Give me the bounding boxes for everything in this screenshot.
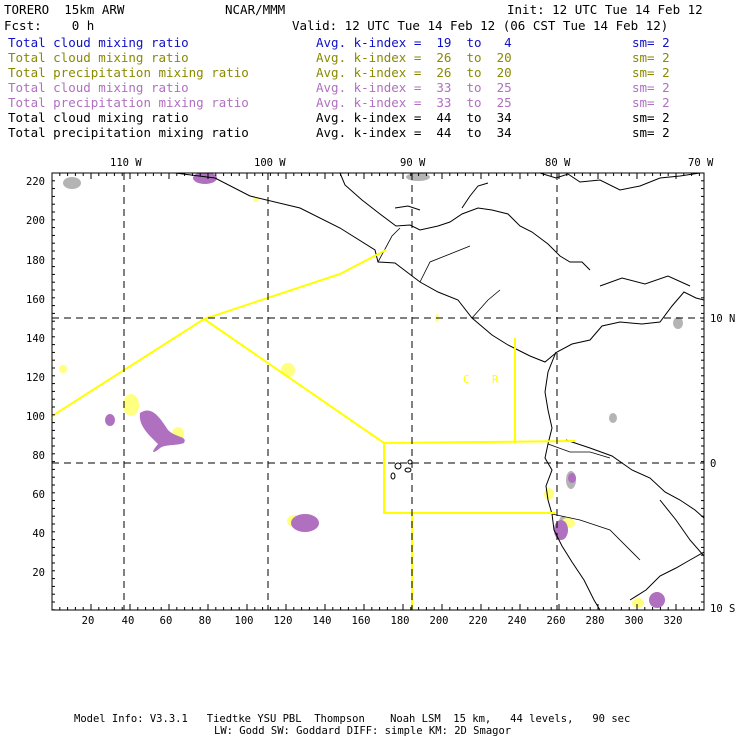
init-time: Init: 12 UTC Tue 14 Feb 12 bbox=[507, 2, 703, 17]
x-tick-label: 180 bbox=[391, 615, 410, 627]
field-kindex: Avg. k-index = 26 to 20 bbox=[316, 50, 512, 65]
x-tick-label: 320 bbox=[664, 615, 683, 627]
field-smoothing: sm= 2 bbox=[632, 125, 670, 140]
x-tick-label: 20 bbox=[82, 615, 95, 627]
y-tick-label: 120 bbox=[26, 372, 45, 384]
field-name: Total precipitation mixing ratio bbox=[8, 125, 249, 140]
field-smoothing: sm= 2 bbox=[632, 50, 670, 65]
field-name: Total cloud mixing ratio bbox=[8, 50, 189, 65]
map-label-r: R bbox=[492, 374, 499, 386]
lat-label: 10 N bbox=[710, 313, 735, 325]
x-tick-label: 140 bbox=[313, 615, 332, 627]
lon-label: 100 W bbox=[254, 157, 286, 169]
x-tick-label: 60 bbox=[160, 615, 173, 627]
y-tick-label: 60 bbox=[32, 489, 45, 501]
field-name: Total cloud mixing ratio bbox=[8, 80, 189, 95]
lat-label: 10 S bbox=[710, 603, 735, 615]
x-tick-label: 100 bbox=[235, 615, 254, 627]
field-smoothing: sm= 2 bbox=[632, 95, 670, 110]
org-label: NCAR/MMM bbox=[225, 2, 286, 17]
cloud-yellow bbox=[59, 198, 644, 608]
y-tick-label: 180 bbox=[26, 255, 45, 267]
x-tick-label: 160 bbox=[352, 615, 371, 627]
field-name: Total precipitation mixing ratio bbox=[8, 65, 249, 80]
y-tick-label: 200 bbox=[26, 215, 45, 227]
lon-label: 90 W bbox=[400, 157, 426, 169]
lat-label: 0 bbox=[710, 458, 716, 470]
field-kindex: Avg. k-index = 19 to 4 bbox=[316, 35, 512, 50]
y-tick-label: 100 bbox=[26, 411, 45, 423]
x-tick-label: 260 bbox=[547, 615, 566, 627]
plot-frame bbox=[51, 172, 705, 611]
country-borders bbox=[377, 227, 641, 561]
x-tick-label: 300 bbox=[625, 615, 644, 627]
forecast-hour: Fcst: 0 h bbox=[4, 18, 95, 33]
y-tick-label: 140 bbox=[26, 333, 45, 345]
y-tick-label: 80 bbox=[32, 450, 45, 462]
field-kindex: Avg. k-index = 44 to 34 bbox=[316, 125, 512, 140]
lon-label: 110 W bbox=[110, 157, 142, 169]
field-name: Total cloud mixing ratio bbox=[8, 110, 189, 125]
footer-physics-info: LW: Godd SW: Goddard DIFF: simple KM: 2D… bbox=[214, 725, 512, 737]
x-tick-label: 40 bbox=[122, 615, 135, 627]
cloud-purple bbox=[105, 173, 665, 608]
x-tick-label: 120 bbox=[274, 615, 293, 627]
field-kindex: Avg. k-index = 26 to 20 bbox=[316, 65, 512, 80]
field-smoothing: sm= 2 bbox=[632, 35, 670, 50]
map-label-c: C bbox=[463, 374, 469, 386]
x-tick-label: 280 bbox=[586, 615, 605, 627]
domain-boundaries bbox=[52, 249, 576, 610]
x-tick-label: 220 bbox=[469, 615, 488, 627]
model-title: TORERO 15km ARW bbox=[4, 2, 125, 17]
coastline bbox=[174, 173, 704, 610]
field-smoothing: sm= 2 bbox=[632, 110, 670, 125]
field-name: Total precipitation mixing ratio bbox=[8, 95, 249, 110]
field-smoothing: sm= 2 bbox=[632, 65, 670, 80]
field-smoothing: sm= 2 bbox=[632, 80, 670, 95]
footer-model-info: Model Info: V3.3.1 Tiedtke YSU PBL Thomp… bbox=[74, 713, 631, 725]
valid-time: Valid: 12 UTC Tue 14 Feb 12 (06 CST Tue … bbox=[292, 18, 669, 33]
x-tick-label: 80 bbox=[199, 615, 212, 627]
y-tick-label: 220 bbox=[26, 176, 45, 188]
latlon-grid bbox=[52, 173, 704, 610]
y-tick-label: 20 bbox=[32, 567, 45, 579]
y-tick-label: 160 bbox=[26, 294, 45, 306]
field-kindex: Avg. k-index = 44 to 34 bbox=[316, 110, 512, 125]
lon-label: 70 W bbox=[688, 157, 714, 169]
axis-ticks bbox=[52, 173, 704, 611]
field-kindex: Avg. k-index = 33 to 25 bbox=[316, 95, 512, 110]
lon-label: 80 W bbox=[545, 157, 571, 169]
y-tick-label: 40 bbox=[32, 528, 45, 540]
field-kindex: Avg. k-index = 33 to 25 bbox=[316, 80, 512, 95]
x-tick-label: 200 bbox=[430, 615, 449, 627]
field-name: Total cloud mixing ratio bbox=[8, 35, 189, 50]
x-tick-label: 240 bbox=[508, 615, 527, 627]
